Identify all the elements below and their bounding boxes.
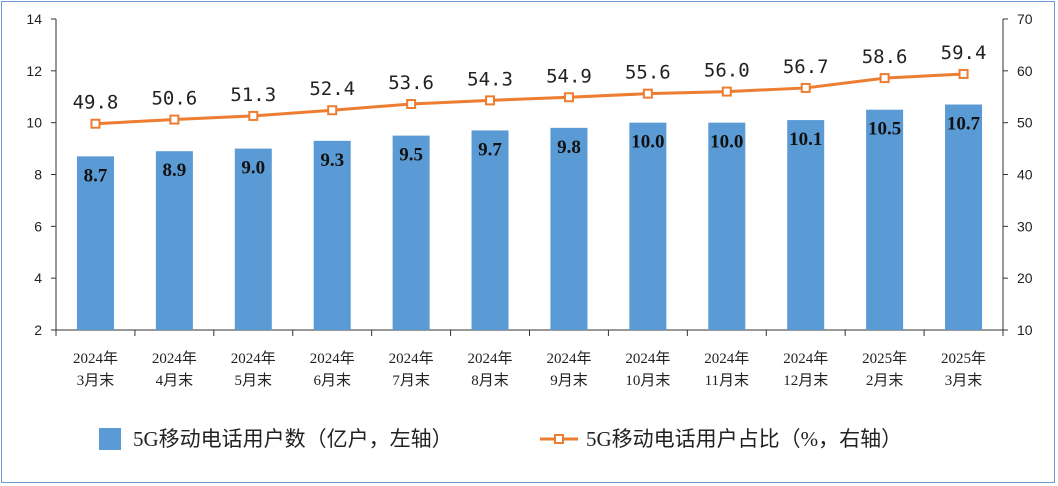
legend-bar-label: 5G移动电话用户数（亿户，左轴） <box>133 427 453 451</box>
bar-data-label: 10.0 <box>631 132 664 153</box>
bar-data-label: 10.1 <box>789 129 822 150</box>
line-point <box>721 86 732 97</box>
x-tick-label-month: 9月末 <box>550 372 588 389</box>
line-data-label: 51.3 <box>230 84 276 106</box>
bar-data-label: 10.0 <box>710 132 743 153</box>
bar-data-label: 8.9 <box>163 160 187 181</box>
line-point <box>563 92 574 103</box>
x-tick-label-year: 2024年 <box>389 350 434 367</box>
line-point <box>327 105 338 116</box>
x-tick-label-month: 11月末 <box>705 372 749 389</box>
bar-data-label: 9.7 <box>478 139 502 160</box>
line-point <box>485 95 496 106</box>
bar <box>945 104 983 331</box>
line-point <box>90 118 101 129</box>
x-tick-label-year: 2024年 <box>152 350 197 367</box>
line-point <box>879 73 890 84</box>
x-tick-label-year: 2024年 <box>231 350 276 367</box>
bar-data-label: 9.5 <box>399 145 423 166</box>
y-left-tick-label: 4 <box>34 270 42 286</box>
x-tick-label-month: 4月末 <box>156 372 194 389</box>
bar-data-label: 10.5 <box>868 119 901 140</box>
x-tick-label-month: 3月末 <box>945 372 983 389</box>
bar-data-label: 9.3 <box>320 150 344 171</box>
bar <box>313 140 351 330</box>
line-data-label: 49.8 <box>73 92 119 114</box>
bar <box>76 156 114 330</box>
x-tick-label-month: 7月末 <box>392 372 430 389</box>
legend-line-marker <box>554 434 564 444</box>
x-tick-label-year: 2024年 <box>625 350 670 367</box>
x-tick-label-year: 2024年 <box>310 350 355 367</box>
bar <box>234 148 272 330</box>
bar-data-label: 10.7 <box>947 114 981 135</box>
x-tick-label-month: 6月末 <box>313 372 351 389</box>
x-tick-label-year: 2024年 <box>546 350 591 367</box>
bar-data-label: 9.0 <box>241 158 265 179</box>
line-point <box>169 114 180 125</box>
bar <box>787 120 825 330</box>
y-left-tick-label: 6 <box>34 218 42 234</box>
line-point <box>406 99 417 110</box>
line-data-label: 56.7 <box>783 56 829 78</box>
line-data-label: 53.6 <box>388 72 434 94</box>
line-point <box>800 82 811 93</box>
x-tick-label-year: 2024年 <box>468 350 513 367</box>
bar-data-label: 8.7 <box>84 165 108 186</box>
line-point <box>958 68 969 79</box>
line-data-label: 58.6 <box>862 46 908 68</box>
y-right-tick-label: 20 <box>1017 270 1033 286</box>
y-right-tick-label: 30 <box>1017 218 1033 234</box>
line-point <box>248 110 259 121</box>
bar <box>629 122 667 331</box>
y-left-tick-label: 8 <box>34 167 42 183</box>
bar <box>471 130 509 330</box>
y-left-tick-label: 14 <box>26 11 42 27</box>
y-left-tick-label: 10 <box>26 115 42 131</box>
x-tick-label-year: 2024年 <box>704 350 749 367</box>
y-right-tick-label: 70 <box>1017 11 1033 27</box>
bar <box>866 109 904 330</box>
line-data-label: 55.6 <box>625 62 671 84</box>
legend-line-label: 5G移动电话用户占比（%，右轴） <box>586 427 902 451</box>
legend-bar-swatch <box>99 428 121 450</box>
x-tick-label-year: 2025年 <box>941 350 986 367</box>
bar-data-label: 9.8 <box>557 137 581 158</box>
y-right-tick-label: 60 <box>1017 63 1033 79</box>
x-tick-label-year: 2025年 <box>862 350 907 367</box>
x-tick-label-month: 8月末 <box>471 372 509 389</box>
x-tick-label-month: 12月末 <box>783 372 828 389</box>
bar <box>155 151 193 330</box>
line-data-label: 50.6 <box>151 88 197 110</box>
x-tick-label-month: 10月末 <box>625 372 670 389</box>
y-right-tick-label: 40 <box>1017 167 1033 183</box>
y-left-tick-label: 12 <box>26 63 42 79</box>
y-right-tick-label: 10 <box>1017 322 1033 338</box>
x-tick-label-month: 5月末 <box>235 372 273 389</box>
line-data-label: 59.4 <box>941 42 987 64</box>
x-tick-label-year: 2024年 <box>73 350 118 367</box>
bar <box>708 122 746 331</box>
x-tick-label-month: 2月末 <box>866 372 904 389</box>
y-right-tick-label: 50 <box>1017 115 1033 131</box>
line-point <box>642 88 653 99</box>
line-data-label: 52.4 <box>309 78 355 100</box>
line-data-label: 56.0 <box>704 60 750 82</box>
bar <box>392 135 430 330</box>
line-data-label: 54.9 <box>546 65 592 87</box>
share-line <box>95 72 964 126</box>
x-tick-label-month: 3月末 <box>77 372 115 389</box>
x-tick-label-year: 2024年 <box>783 350 828 367</box>
bar <box>550 127 588 330</box>
y-left-tick-label: 2 <box>34 322 42 338</box>
line-data-label: 54.3 <box>467 68 513 90</box>
